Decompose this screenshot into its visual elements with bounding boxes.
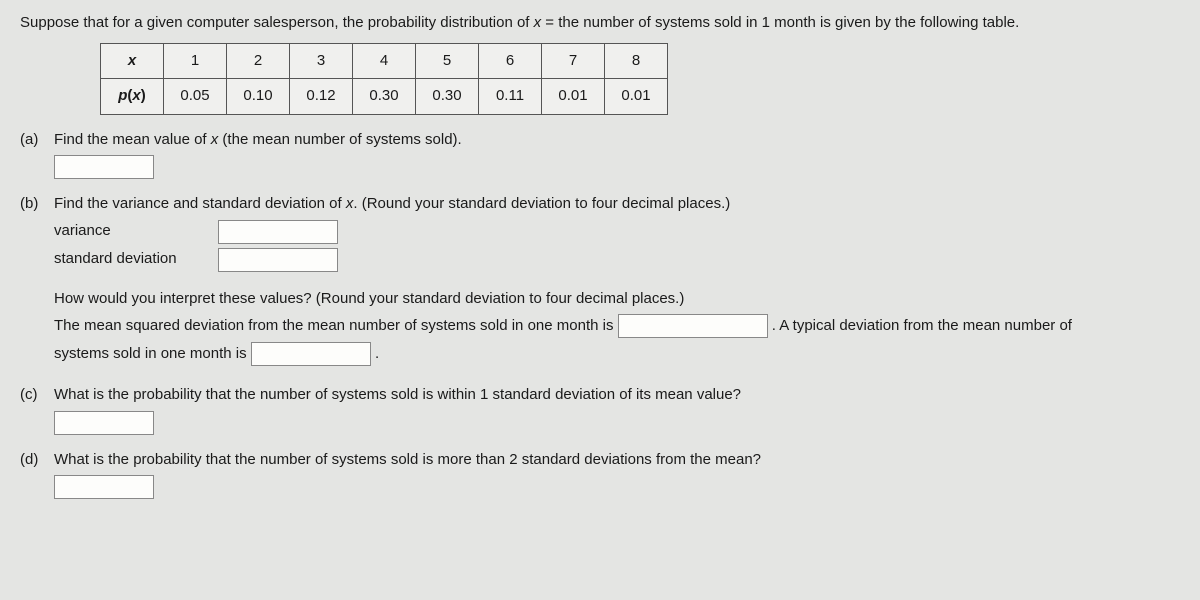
- part-label: (a): [20, 129, 54, 152]
- typical-dev-input[interactable]: [251, 342, 371, 366]
- part-a-post: (the mean number of systems sold).: [218, 131, 461, 148]
- intro-prefix: Suppose that for a given computer salesp…: [20, 14, 534, 31]
- x-cell: 7: [542, 43, 605, 79]
- sd-label: standard deviation: [54, 248, 214, 271]
- p-cell: 0.01: [542, 79, 605, 115]
- interpret-question: How would you interpret these values? (R…: [54, 288, 1180, 311]
- part-label: (d): [20, 449, 54, 472]
- sentence1-pre: The mean squared deviation from the mean…: [54, 317, 618, 334]
- part-label: (c): [20, 384, 54, 407]
- distribution-table: x 1 2 3 4 5 6 7 8 p(x) 0.05 0.10 0.12 0.…: [100, 43, 668, 115]
- x-cell: 1: [164, 43, 227, 79]
- part-b-body: Find the variance and standard deviation…: [54, 193, 1180, 370]
- p-cell: 0.01: [605, 79, 668, 115]
- part-a-pre: Find the mean value of: [54, 131, 211, 148]
- variance-input[interactable]: [218, 220, 338, 244]
- part-label: (b): [20, 193, 54, 370]
- sentence2-post: .: [375, 345, 379, 362]
- table-row: p(x) 0.05 0.10 0.12 0.30 0.30 0.11 0.01 …: [101, 79, 668, 115]
- problem-intro: Suppose that for a given computer salesp…: [20, 12, 1180, 35]
- p-cell: 0.30: [353, 79, 416, 115]
- variance-label: variance: [54, 220, 214, 243]
- sentence1-post: . A typical deviation from the mean numb…: [772, 317, 1072, 334]
- part-a-body: Find the mean value of x (the mean numbe…: [54, 129, 1180, 152]
- x-cell: 4: [353, 43, 416, 79]
- px-label-cell: p(x): [101, 79, 164, 115]
- x-label-cell: x: [101, 43, 164, 79]
- sentence2-pre: systems sold in one month is: [54, 345, 251, 362]
- intro-mid: = the number of systems sold in 1 month …: [541, 14, 1019, 31]
- p-cell: 0.12: [290, 79, 353, 115]
- prob-within-1sd-input[interactable]: [54, 411, 154, 435]
- p-cell: 0.30: [416, 79, 479, 115]
- part-a: (a) Find the mean value of x (the mean n…: [20, 129, 1180, 152]
- mean-sq-dev-input[interactable]: [618, 314, 768, 338]
- part-c-text: What is the probability that the number …: [54, 384, 1180, 407]
- p-cell: 0.05: [164, 79, 227, 115]
- part-b-post: . (Round your standard deviation to four…: [353, 195, 730, 212]
- p-cell: 0.10: [227, 79, 290, 115]
- part-b: (b) Find the variance and standard devia…: [20, 193, 1180, 370]
- sd-input[interactable]: [218, 248, 338, 272]
- x-cell: 2: [227, 43, 290, 79]
- table-row: x 1 2 3 4 5 6 7 8: [101, 43, 668, 79]
- mean-input[interactable]: [54, 155, 154, 179]
- part-d: (d) What is the probability that the num…: [20, 449, 1180, 472]
- p-cell: 0.11: [479, 79, 542, 115]
- part-d-text: What is the probability that the number …: [54, 449, 1180, 472]
- x-cell: 6: [479, 43, 542, 79]
- x-cell: 3: [290, 43, 353, 79]
- part-c: (c) What is the probability that the num…: [20, 384, 1180, 407]
- x-cell: 8: [605, 43, 668, 79]
- prob-beyond-2sd-input[interactable]: [54, 475, 154, 499]
- part-b-pre: Find the variance and standard deviation…: [54, 195, 346, 212]
- x-cell: 5: [416, 43, 479, 79]
